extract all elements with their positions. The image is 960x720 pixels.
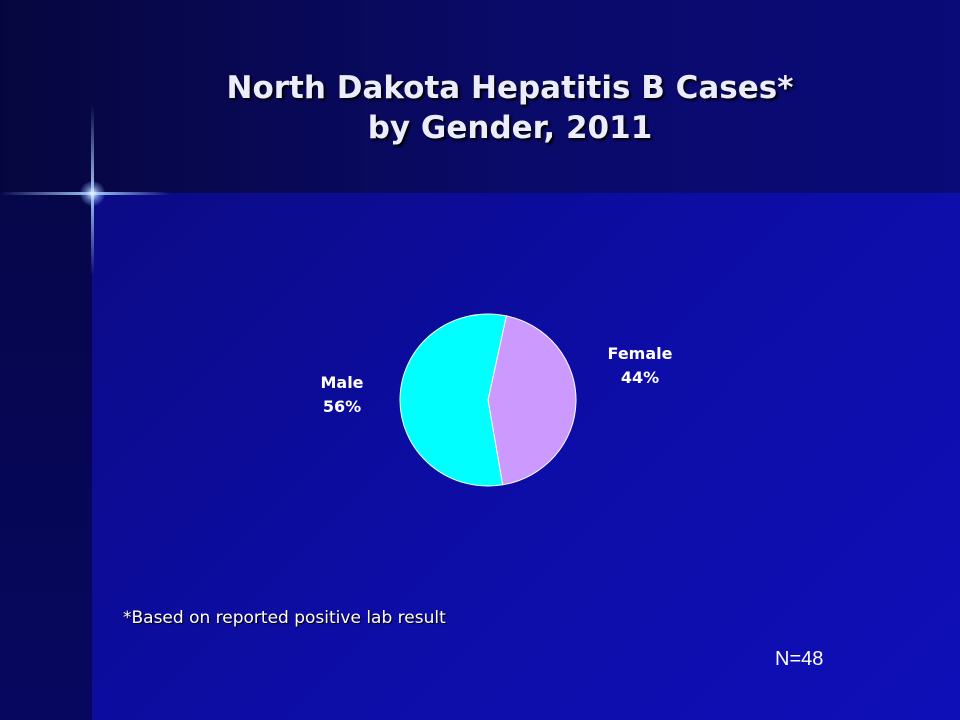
sample-size-label: N=48: [775, 648, 824, 670]
slide-header-band: [0, 0, 960, 193]
chart-title-line-1: North Dakota Hepatitis B Cases*: [226, 70, 794, 106]
slice-label-male: Male 56%: [300, 371, 384, 419]
slice-label-female-percent: 44%: [620, 368, 660, 387]
slice-label-male-name: Male: [320, 373, 364, 392]
footnote: *Based on reported positive lab result: [123, 608, 446, 628]
chart-title: North Dakota Hepatitis B Cases* by Gende…: [120, 68, 900, 148]
slide-left-band: [0, 193, 92, 720]
pie-slice-female: [487, 315, 577, 486]
sparkle-glow: [80, 181, 105, 206]
pie-slice-male: [399, 313, 507, 487]
slice-label-female-name: Female: [607, 344, 673, 363]
slice-label-female: Female 44%: [594, 342, 686, 390]
slice-label-male-percent: 56%: [322, 397, 362, 416]
chart-title-line-2: by Gender, 2011: [367, 110, 653, 146]
